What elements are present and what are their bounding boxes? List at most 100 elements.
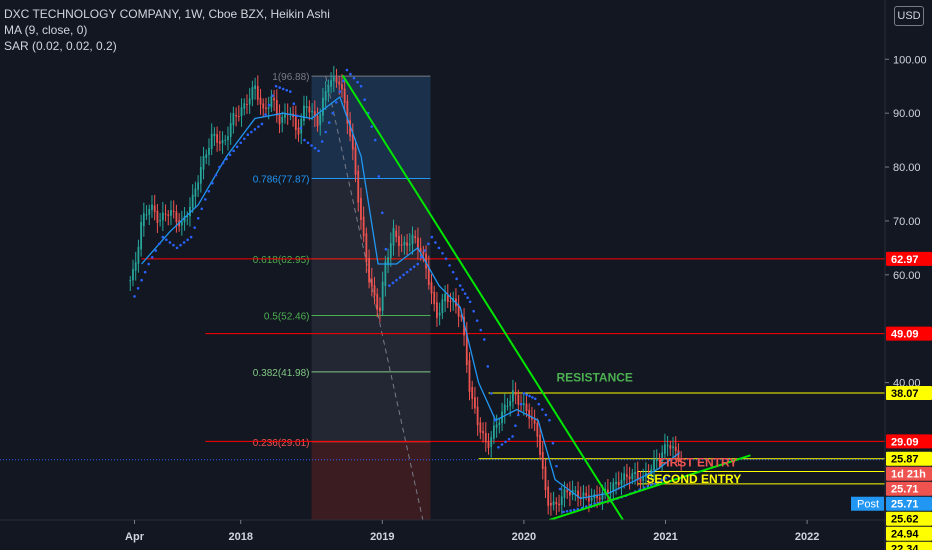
sar-dot bbox=[472, 309, 475, 313]
sar-dot bbox=[533, 397, 537, 401]
candle-body bbox=[438, 312, 441, 316]
price-axis-label-bg bbox=[886, 326, 932, 341]
candle-body bbox=[262, 103, 265, 109]
sar-dot bbox=[296, 114, 299, 118]
sar-dot bbox=[299, 126, 303, 130]
candle-body bbox=[498, 422, 501, 425]
sar-dot bbox=[455, 277, 458, 281]
candle-body bbox=[674, 446, 677, 451]
candle-body bbox=[509, 400, 512, 406]
candle-body bbox=[322, 97, 324, 116]
candle-body bbox=[316, 116, 319, 127]
candle-body bbox=[493, 425, 495, 439]
candle-body bbox=[406, 242, 408, 246]
sar-dot bbox=[551, 441, 555, 445]
candle-body bbox=[441, 299, 444, 314]
candle-body bbox=[351, 134, 354, 150]
fib-level-label: 0.382(41.98) bbox=[253, 368, 310, 379]
sar-dot bbox=[363, 98, 366, 101]
sar-dot bbox=[664, 476, 667, 480]
sar-dot bbox=[161, 235, 165, 239]
candle-body bbox=[354, 147, 357, 175]
candle-body bbox=[457, 305, 460, 317]
sar-dot bbox=[441, 251, 444, 255]
price-axis-label-bg bbox=[886, 541, 932, 550]
candle-body bbox=[653, 459, 655, 470]
sar-dot bbox=[278, 86, 281, 89]
price-axis-label: 25.87 bbox=[886, 451, 932, 466]
symbol-title[interactable]: DXC TECHNOLOGY COMPANY, 1W, Cboe BZX, He… bbox=[4, 7, 330, 21]
sar-dot bbox=[466, 296, 469, 300]
candle-body bbox=[463, 316, 465, 336]
candle-body bbox=[596, 494, 598, 499]
y-tick-label: 90.00 bbox=[893, 108, 921, 120]
price-axis-label-bg bbox=[886, 434, 932, 449]
sar-dot bbox=[150, 256, 154, 259]
candle-body bbox=[398, 236, 400, 246]
candle-body bbox=[555, 502, 558, 505]
candle-body bbox=[525, 403, 528, 412]
candle-body bbox=[658, 460, 661, 462]
price-axis-label-text: 25.71 bbox=[891, 484, 919, 496]
candle-body bbox=[145, 214, 148, 216]
price-axis-label-bg bbox=[886, 251, 932, 266]
x-tick-label: 2019 bbox=[370, 531, 394, 543]
candle-body bbox=[579, 497, 582, 499]
candle-body bbox=[628, 476, 631, 480]
x-tick-label: 2020 bbox=[512, 531, 536, 543]
sar-dot bbox=[225, 157, 228, 161]
candle-body bbox=[446, 294, 449, 302]
candle-body bbox=[487, 440, 490, 448]
candle-body bbox=[308, 106, 311, 113]
y-tick-label: 70.00 bbox=[893, 216, 921, 228]
candle-body bbox=[205, 154, 208, 158]
sar-dot bbox=[373, 138, 377, 142]
price-axis-label-text: 24.94 bbox=[891, 529, 919, 541]
candle-body bbox=[343, 88, 346, 103]
sar-indicator-label[interactable]: SAR (0.02, 0.02, 0.2) bbox=[4, 39, 117, 53]
candle-body bbox=[232, 113, 235, 126]
candle-body bbox=[186, 215, 189, 218]
candle-body bbox=[503, 404, 506, 414]
candle-body bbox=[167, 214, 170, 216]
candle-body bbox=[528, 409, 531, 419]
sar-dot bbox=[207, 189, 211, 193]
sar-dot bbox=[412, 265, 416, 269]
candle-body bbox=[476, 406, 479, 426]
sar-dot bbox=[356, 80, 359, 84]
price-axis-label: 25.71 Post bbox=[851, 496, 932, 511]
currency-button[interactable]: USD bbox=[894, 6, 924, 26]
candle-body bbox=[156, 210, 159, 223]
sar-dot bbox=[267, 103, 271, 107]
candle-body bbox=[582, 492, 585, 498]
price-axis-label-text: 38.07 bbox=[891, 388, 919, 400]
candle-body bbox=[297, 127, 300, 135]
sar-dot bbox=[179, 243, 182, 247]
sar-dots-group bbox=[133, 68, 671, 514]
candle-body bbox=[365, 233, 368, 263]
price-axis-label: 22.34 bbox=[886, 541, 932, 550]
sar-dot bbox=[468, 300, 472, 304]
sar-dot bbox=[660, 478, 664, 482]
sar-dot bbox=[504, 440, 507, 444]
sar-dot bbox=[409, 268, 412, 271]
candle-body bbox=[254, 85, 257, 89]
sar-dot bbox=[327, 121, 331, 124]
sar-dot bbox=[165, 238, 168, 242]
sar-dot bbox=[281, 87, 285, 91]
price-axis-label: 29.09 bbox=[886, 434, 932, 449]
candle-body bbox=[281, 116, 284, 123]
candle-body bbox=[346, 100, 349, 124]
sar-dot bbox=[133, 295, 136, 298]
candle-body bbox=[183, 216, 186, 223]
ma-indicator-label[interactable]: MA (9, close, 0) bbox=[4, 23, 88, 37]
plot-layer: 1(96.88) 0.786(77.87) 0.618(62.95) 0.5(52.4… bbox=[0, 65, 885, 520]
candle-body bbox=[349, 120, 351, 137]
sar-dot bbox=[653, 482, 657, 485]
sar-dot bbox=[257, 125, 260, 128]
sar-dot bbox=[541, 408, 544, 411]
price-axis-label-bg bbox=[886, 526, 932, 541]
candle-body bbox=[672, 446, 674, 449]
price-axis-label-bg bbox=[886, 511, 932, 526]
